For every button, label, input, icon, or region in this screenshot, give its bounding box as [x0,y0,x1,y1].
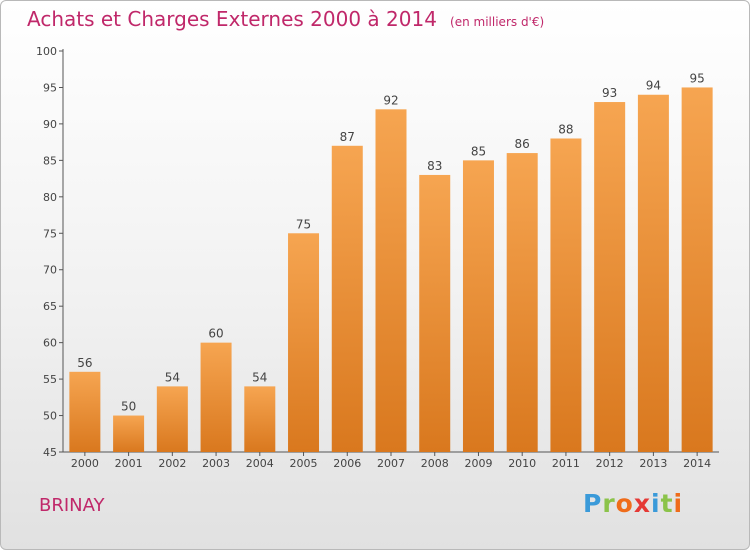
data-label: 94 [646,79,661,93]
x-tick-label: 2002 [158,457,186,470]
x-tick-label: 2006 [333,457,361,470]
data-label: 92 [383,93,398,107]
chart-title: Achats et Charges Externes 2000 à 2014 (… [27,7,544,31]
bar [462,160,494,452]
logo-letter: x [633,489,651,518]
x-tick-label: 2001 [115,457,143,470]
proxiti-logo[interactable]: Proxiti [583,489,683,518]
y-tick-label: 50 [43,410,57,423]
data-label: 56 [77,356,92,370]
data-label: 75 [296,217,311,231]
y-tick-label: 45 [43,446,57,459]
logo-letter: o [615,489,634,518]
x-tick-label: 2000 [71,457,99,470]
bar [113,415,145,452]
bar [681,87,713,453]
data-label: 95 [689,71,704,85]
y-tick-label: 60 [43,337,57,350]
x-tick-label: 2007 [377,457,405,470]
y-tick-label: 75 [43,227,57,240]
bar [419,174,451,453]
y-tick-label: 100 [36,45,57,58]
logo-letter: P [583,489,603,518]
bar [331,145,363,453]
bar [637,94,669,452]
x-tick-label: 2012 [596,457,624,470]
chart-unit: (en milliers d'€) [450,15,545,29]
y-tick-label: 95 [43,81,57,94]
chart-title-text: Achats et Charges Externes 2000 à 2014 [27,7,437,31]
logo-letter: r [602,489,616,518]
y-tick-label: 65 [43,300,57,313]
x-tick-label: 2003 [202,457,230,470]
data-label: 85 [471,144,486,158]
bar [244,386,276,452]
x-tick-label: 2013 [639,457,667,470]
bar [288,233,320,452]
logo-letter: i [673,489,684,518]
bar [506,153,538,452]
data-label: 86 [515,137,530,151]
bar [156,386,188,452]
bar [594,102,626,452]
data-label: 60 [208,327,223,341]
x-tick-label: 2011 [552,457,580,470]
x-tick-label: 2010 [508,457,536,470]
logo-letter: t [660,489,674,518]
x-tick-label: 2005 [290,457,318,470]
data-label: 87 [340,130,355,144]
town-name: BRINAY [39,495,105,516]
data-label: 50 [121,400,136,414]
x-tick-label: 2009 [464,457,492,470]
x-tick-label: 2014 [683,457,711,470]
y-tick-label: 70 [43,264,57,277]
data-label: 83 [427,159,442,173]
data-label: 88 [558,122,573,136]
y-tick-label: 85 [43,154,57,167]
bar [550,138,582,452]
logo-letter: i [651,489,661,518]
data-label: 93 [602,86,617,100]
x-tick-label: 2008 [421,457,449,470]
y-tick-label: 90 [43,118,57,131]
data-label: 54 [165,370,180,384]
data-label: 54 [252,370,267,384]
x-tick-label: 2004 [246,457,274,470]
y-tick-label: 55 [43,373,57,386]
bar [200,342,232,452]
y-tick-label: 80 [43,191,57,204]
bar [375,109,407,452]
bar [69,371,101,452]
